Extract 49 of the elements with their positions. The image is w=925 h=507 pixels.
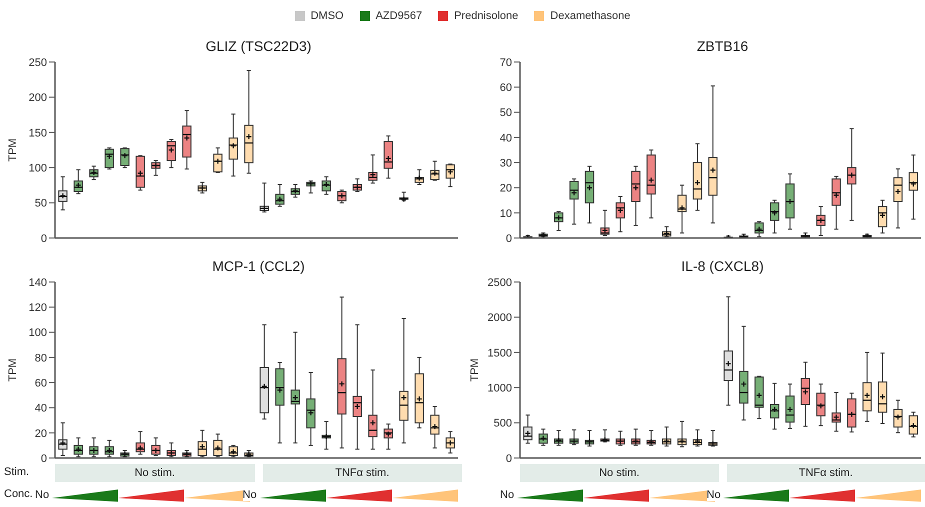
- y-tick-label: 40: [500, 132, 512, 144]
- y-tick-label: 0: [506, 232, 512, 245]
- text: Conc.: [4, 488, 33, 500]
- y-tick-label: 500: [494, 418, 512, 430]
- legend-label: AZD9567: [376, 10, 422, 22]
- y-tick-label: 80: [34, 352, 47, 364]
- y-tick-label: 100: [28, 327, 47, 340]
- y-tick-label: 50: [34, 198, 47, 210]
- y-tick-label: 150: [28, 127, 47, 140]
- text: TNFα stim.: [726, 464, 925, 482]
- y-axis-title: TPM: [468, 358, 481, 382]
- y-tick-label: 0: [40, 232, 47, 245]
- y-tick-label: 1000: [488, 382, 512, 395]
- chart-title: MCP-1 (CCL2): [211, 258, 306, 276]
- y-tick-label: 2000: [488, 312, 512, 324]
- text: No stim.: [520, 464, 718, 482]
- y-tick-label: 140: [28, 276, 47, 289]
- text: No: [500, 489, 517, 501]
- legend-label: Dexamethasone: [550, 10, 630, 22]
- y-axis-title: TPM: [6, 358, 19, 382]
- text: No stim.: [55, 464, 254, 482]
- y-tick-label: 20: [34, 428, 47, 440]
- y-tick-label: 0: [40, 452, 47, 465]
- legend-label: Prednisolone: [454, 10, 518, 22]
- y-tick-label: 100: [28, 162, 47, 175]
- text: No: [706, 489, 724, 501]
- y-tick-label: 60: [34, 377, 47, 390]
- legend-label: DMSO: [310, 10, 344, 22]
- chart-title: ZBTB16: [696, 38, 750, 56]
- y-tick-label: 1500: [488, 347, 512, 360]
- y-tick-label: 10: [500, 208, 512, 220]
- text: No: [242, 489, 260, 501]
- text: No: [35, 489, 52, 501]
- y-tick-label: 2500: [488, 276, 512, 289]
- y-tick-label: 120: [28, 302, 47, 314]
- chart-title: GLIZ (TSC22D3): [204, 38, 312, 56]
- y-tick-label: 70: [500, 56, 512, 69]
- y-tick-label: 30: [500, 157, 512, 170]
- y-tick-label: 40: [34, 402, 47, 415]
- y-tick-label: 200: [28, 92, 47, 104]
- y-tick-label: 0: [506, 452, 512, 465]
- y-tick-label: 60: [500, 82, 512, 94]
- y-axis-title: TPM: [6, 138, 19, 162]
- chart-title: IL-8 (CXCL8): [680, 258, 765, 276]
- y-tick-label: 250: [28, 56, 47, 69]
- y-tick-label: 50: [500, 107, 512, 120]
- text: TNFα stim.: [262, 464, 462, 482]
- text: Stim.: [4, 466, 30, 478]
- y-tick-label: 20: [500, 182, 512, 195]
